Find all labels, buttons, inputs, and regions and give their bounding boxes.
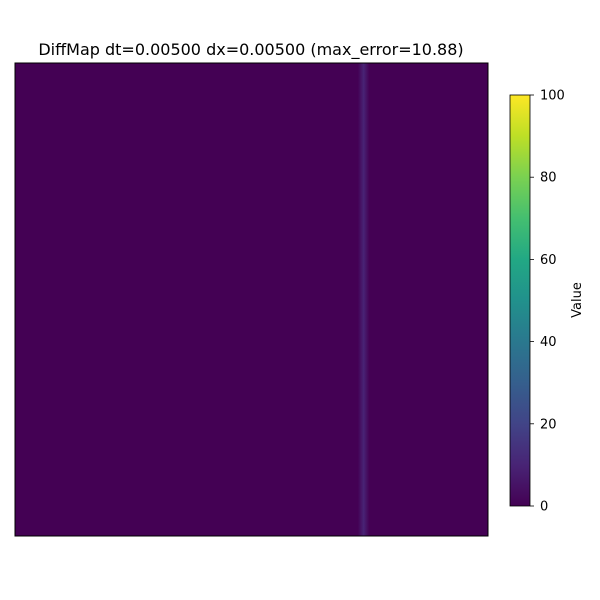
colorbar-tick-label: 100 xyxy=(540,89,565,104)
colorbar-tick-label: 80 xyxy=(540,171,557,186)
colorbar: 0 20 40 60 80 100 Value xyxy=(509,89,585,515)
colorbar-frame xyxy=(509,94,531,507)
heatmap-error-band xyxy=(357,63,370,536)
colorbar-ticks: 0 20 40 60 80 100 xyxy=(530,89,565,515)
plot-frame xyxy=(14,62,489,537)
colorbar-tick-label: 20 xyxy=(540,417,557,432)
colorbar-tick-label: 60 xyxy=(540,253,557,268)
colorbar-gradient xyxy=(510,95,530,506)
colorbar-label: Value xyxy=(570,282,585,318)
chart-title: DiffMap dt=0.00500 dx=0.00500 (max_error… xyxy=(38,40,463,60)
colorbar-tick-label: 40 xyxy=(540,335,557,350)
plot-area xyxy=(14,62,489,537)
colorbar-tick-label: 0 xyxy=(540,500,548,515)
heatmap-background xyxy=(15,63,488,536)
